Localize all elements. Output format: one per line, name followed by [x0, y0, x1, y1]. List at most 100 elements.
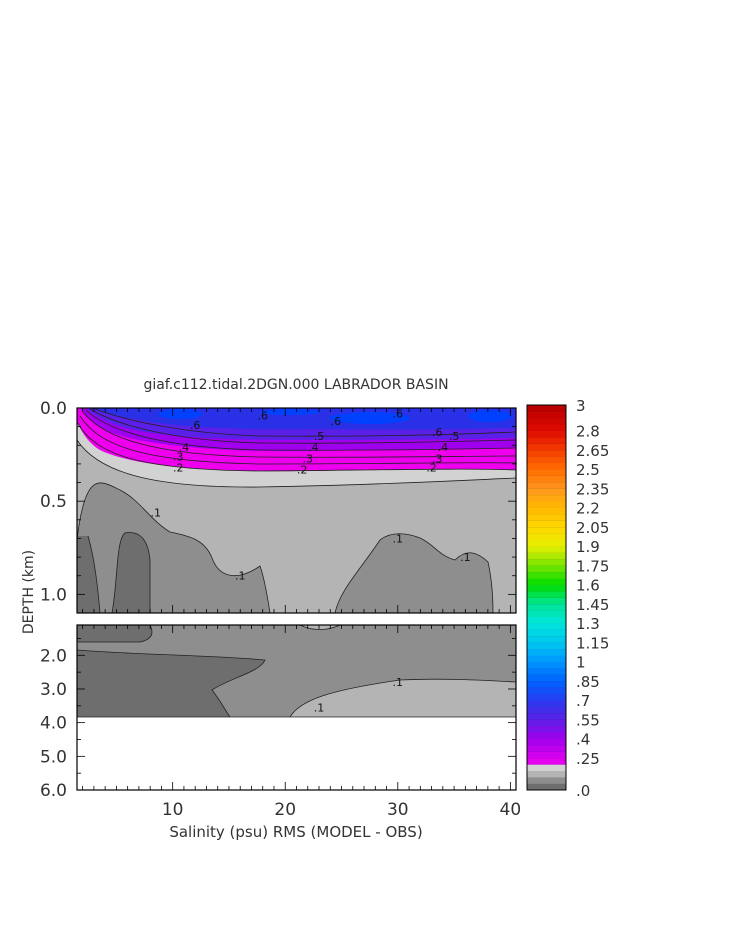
- colorbar-label: .7: [576, 692, 590, 710]
- x-tick-label: 10: [162, 800, 184, 820]
- region-dark-gray-lower: [77, 650, 265, 717]
- colorbar-segment: [527, 591, 566, 598]
- contour-label: .6: [190, 419, 201, 432]
- colorbar-segment: [527, 661, 566, 669]
- colorbar-label: 2.35: [576, 480, 609, 498]
- colorbar-segment: [527, 764, 566, 772]
- colorbar-label: .0: [576, 782, 590, 800]
- y-tick-label: 1.0: [40, 585, 67, 605]
- colorbar-segment: [527, 417, 566, 425]
- colorbar-label: 1.9: [576, 538, 600, 556]
- colorbar-segment: [527, 713, 566, 720]
- y-tick-label: 2.0: [40, 646, 67, 666]
- axes: 10 20 30 40 0.0 0.5 1.0 2.0 3.0 4.0 5.0 6.0: [40, 399, 521, 820]
- contour-label: .5: [314, 430, 325, 443]
- region-light-gray-lower: [290, 679, 516, 717]
- colorbar-segment: [527, 777, 566, 784]
- colorbar-segment: [527, 629, 566, 637]
- colorbar-label: 3: [576, 397, 586, 415]
- colorbar-segment: [527, 738, 566, 746]
- colorbar-segment: [527, 539, 566, 547]
- colorbar-segment: [527, 565, 566, 573]
- colorbar-segment: [527, 507, 566, 515]
- colorbar-segment: [527, 642, 566, 650]
- colorbar-segment: [527, 514, 566, 521]
- colorbar-label: 1.45: [576, 596, 609, 614]
- blue-pocket: [158, 409, 202, 419]
- colorbar-segment: [527, 751, 566, 759]
- contour-label: .5: [449, 430, 460, 443]
- contour-label: .1: [314, 702, 325, 715]
- colorbar-segment: [527, 462, 566, 470]
- colorbar-segment: [527, 552, 566, 560]
- contour-label: .3: [432, 452, 443, 465]
- y-tick-label: 6.0: [40, 781, 67, 801]
- colorbar-label: 1: [576, 654, 586, 672]
- contour-label: .4: [308, 441, 319, 454]
- colorbar-label: 2.2: [576, 500, 600, 518]
- y-tick-label: 0.0: [40, 399, 67, 419]
- lower-panel: [76, 624, 517, 791]
- contour-label: .3: [173, 450, 184, 463]
- colorbar-segment: [527, 623, 566, 630]
- upper-panel: [76, 407, 517, 614]
- contour-label: .6: [393, 408, 404, 421]
- colorbar-segment: [527, 411, 566, 419]
- colorbar-segment: [527, 430, 566, 438]
- colorbar-segment: [527, 700, 566, 707]
- colorbar-segment: [527, 719, 566, 727]
- colorbar-segment: [527, 405, 566, 412]
- colorbar-segment: [527, 424, 566, 431]
- blue-pocket: [330, 412, 410, 424]
- colorbar-segment: [527, 578, 566, 585]
- contour-label: .1: [151, 506, 162, 519]
- contour-label: .6: [257, 409, 268, 422]
- contour-label-layer: .6.6.6.6.6.5.5.4.4.4.3.3.3.2.2.2.1.1.1.1…: [151, 408, 471, 715]
- colorbar-segment: [527, 648, 566, 656]
- contour-label: .3: [303, 452, 314, 465]
- contour-label: .4: [438, 441, 449, 454]
- colorbar-segment: [527, 725, 566, 733]
- contour-label: .1: [460, 551, 471, 564]
- colorbar-segment: [527, 783, 566, 791]
- contour-label: .6: [432, 426, 443, 439]
- region-dark-gray-corner: [77, 625, 152, 642]
- contour-label: .2: [297, 464, 308, 477]
- colorbar-segment: [527, 610, 566, 618]
- x-axis-label: Salinity (psu) RMS (MODEL - OBS): [169, 823, 422, 841]
- colorbar-segment: [527, 603, 566, 611]
- colorbar-segment: [527, 616, 566, 624]
- colorbar-segment: [527, 745, 566, 752]
- colorbar-segment: [527, 520, 566, 528]
- colorbar-segment: [527, 449, 566, 457]
- colorbar-segment: [527, 488, 566, 496]
- colorbar-label: 1.15: [576, 634, 609, 652]
- colorbar-label: 2.5: [576, 461, 600, 479]
- colorbar-frame: [526, 404, 567, 791]
- colorbar-segment: [527, 559, 566, 566]
- colorbar-segment: [527, 687, 566, 695]
- lower-panel-empty: [77, 717, 516, 790]
- colorbar-segment: [527, 475, 566, 483]
- colorbar-segment: [527, 597, 566, 605]
- blue-pocket: [260, 409, 320, 415]
- colorbar-segment: [527, 706, 566, 714]
- colorbar-segment: [527, 636, 566, 643]
- region-mid-gray-right: [335, 533, 493, 613]
- colorbar-segment: [527, 533, 566, 541]
- colorbar-label: 1.3: [576, 615, 600, 633]
- colorbar-segment: [527, 501, 566, 508]
- colorbar-segment: [527, 443, 566, 451]
- contour-label: .2: [426, 462, 437, 475]
- colorbar-label: .4: [576, 731, 590, 749]
- colorbar-segment: [527, 546, 566, 553]
- colorbar-segment: [527, 674, 566, 682]
- colorbar-label: .25: [576, 750, 600, 768]
- colorbar-segment: [527, 732, 566, 739]
- y-tick-label: 0.5: [40, 492, 67, 512]
- colorbar-segment: [527, 693, 566, 701]
- colorbar-segment: [527, 655, 566, 662]
- colorbar-segment: [527, 526, 566, 534]
- colorbar-segment: [527, 668, 566, 675]
